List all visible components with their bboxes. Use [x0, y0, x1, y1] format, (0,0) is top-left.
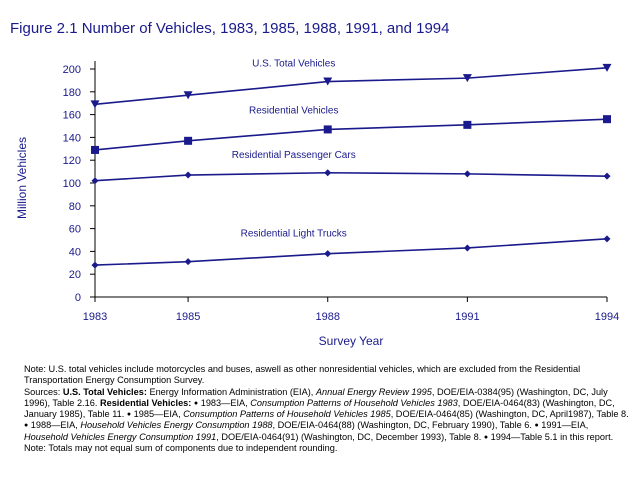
series-line-1 [94, 118, 608, 151]
source-1994: 1994—Table 5.1 in this report. [488, 431, 614, 442]
y-tick-label: 100 [63, 178, 81, 190]
series-line-3 [94, 238, 608, 266]
source-notes: Note: U.S. total vehicles include motorc… [10, 364, 630, 454]
source-1991-pub: Household Vehicles Energy Consumption 19… [24, 431, 217, 442]
square-marker [603, 115, 611, 124]
source-1983-rest: , DOE/EIA-0464(83) (Washington, DC, Janu… [24, 397, 615, 420]
chart-axes: 0 20 40 60 80 100 120 140 160 180 200 1983 1985 1988 1… [63, 61, 619, 323]
y-tick-label: 80 [69, 201, 81, 213]
diamond-marker [463, 244, 471, 252]
residential-source-label: Residential Vehicles: [99, 397, 192, 408]
us-total-source-rest: , DOE/EIA-0384(95) (Washington, DC, July… [24, 386, 608, 408]
square-marker [463, 120, 472, 129]
note-nonresidential: Note: U.S. total vehicles include motorc… [24, 364, 581, 386]
diamond-marker [184, 258, 192, 266]
triangle-marker [183, 91, 193, 100]
y-tick-label: 180 [63, 87, 81, 99]
series-label-0: U.S. Total Vehicles [252, 59, 335, 70]
source-1985-pub: Consumption Patterns of Household Vehicl… [183, 409, 391, 420]
x-tick-label: 1991 [455, 311, 479, 323]
sources-paragraph: Sources: U.S. Total Vehicles: Energy Inf… [10, 387, 630, 443]
chart-annotations: U.S. Total Vehicles Residential Vehicles R… [232, 59, 356, 240]
triangle-marker [90, 100, 100, 109]
square-marker [91, 145, 99, 154]
diamond-marker [91, 177, 99, 185]
diamond-marker [463, 170, 471, 178]
bullet-icon: ● [126, 411, 132, 419]
x-tick-label: 1983 [83, 311, 107, 323]
diamond-marker [91, 261, 99, 269]
bullet-icon: ● [534, 422, 539, 430]
bullet-icon: ● [24, 422, 29, 430]
us-total-source-label: U.S. Total Vehicles: [62, 386, 147, 397]
y-tick-label: 200 [63, 64, 81, 76]
diamond-marker [603, 235, 611, 243]
diamond-marker [324, 250, 332, 258]
source-1991: 1991—EIA, [538, 420, 589, 431]
triangle-marker [462, 74, 472, 83]
source-1988: 1988—EIA, [28, 420, 81, 431]
square-marker [323, 125, 332, 134]
series-label-2: Residential Passenger Cars [232, 150, 356, 161]
triangle-marker [323, 77, 333, 86]
source-1983: 1983—EIA, [198, 397, 251, 408]
triangle-marker [602, 63, 612, 72]
diamond-marker [603, 172, 611, 180]
y-tick-label: 20 [69, 269, 81, 281]
series-label-1: Residential Vehicles [249, 105, 339, 116]
series-label-3: Residential Light Trucks [241, 229, 347, 240]
source-1988-rest: , DOE/EIA-0464(88) (Washington, DC, Febr… [272, 420, 535, 431]
us-total-source-text: Energy Information Administration (EIA), [146, 386, 316, 397]
figure-title: Figure 2.1 Number of Vehicles, 1983, 198… [10, 20, 450, 37]
y-tick-label: 0 [75, 292, 81, 304]
source-1983-pub: Consumption Patterns of Household Vehicl… [250, 397, 458, 408]
square-marker [184, 136, 193, 145]
source-1985-rest: , DOE/EIA-0464(85) (Washington, DC, Apri… [390, 409, 629, 420]
series-line-0 [94, 67, 608, 106]
diamond-marker [184, 171, 192, 179]
x-axis-label: Survey Year [319, 334, 384, 348]
y-axis-label: Million Vehicles [15, 137, 29, 219]
y-tick-label: 60 [69, 224, 81, 236]
diamond-marker [324, 169, 332, 177]
series-line-2 [94, 171, 608, 182]
x-tick-label: 1985 [176, 311, 200, 323]
chart-series [90, 63, 612, 269]
us-total-source-pub: Annual Energy Review 1995 [315, 386, 432, 397]
y-tick-label: 40 [69, 246, 81, 258]
x-tick-label: 1994 [595, 311, 619, 323]
sources-lead: Sources: [24, 386, 63, 397]
bullet-icon: ● [483, 433, 489, 441]
y-tick-label: 140 [63, 132, 81, 144]
x-tick-label: 1988 [315, 311, 339, 323]
source-1988-pub: Household Vehicles Energy Consumption 19… [80, 420, 273, 431]
source-1991-rest: , DOE/EIA-0464(91) (Washington, DC, Dece… [216, 431, 484, 442]
note-rounding: Note: Totals may not equal sum of compon… [24, 443, 338, 454]
vehicles-line-chart: 0 20 40 60 80 100 120 140 160 180 200 1983 1985 1988 1… [15, 59, 619, 348]
y-tick-label: 160 [63, 110, 81, 122]
y-tick-label: 120 [63, 155, 81, 167]
source-1985: 1985—EIA, [131, 409, 184, 420]
bullet-icon: ● [193, 399, 199, 407]
